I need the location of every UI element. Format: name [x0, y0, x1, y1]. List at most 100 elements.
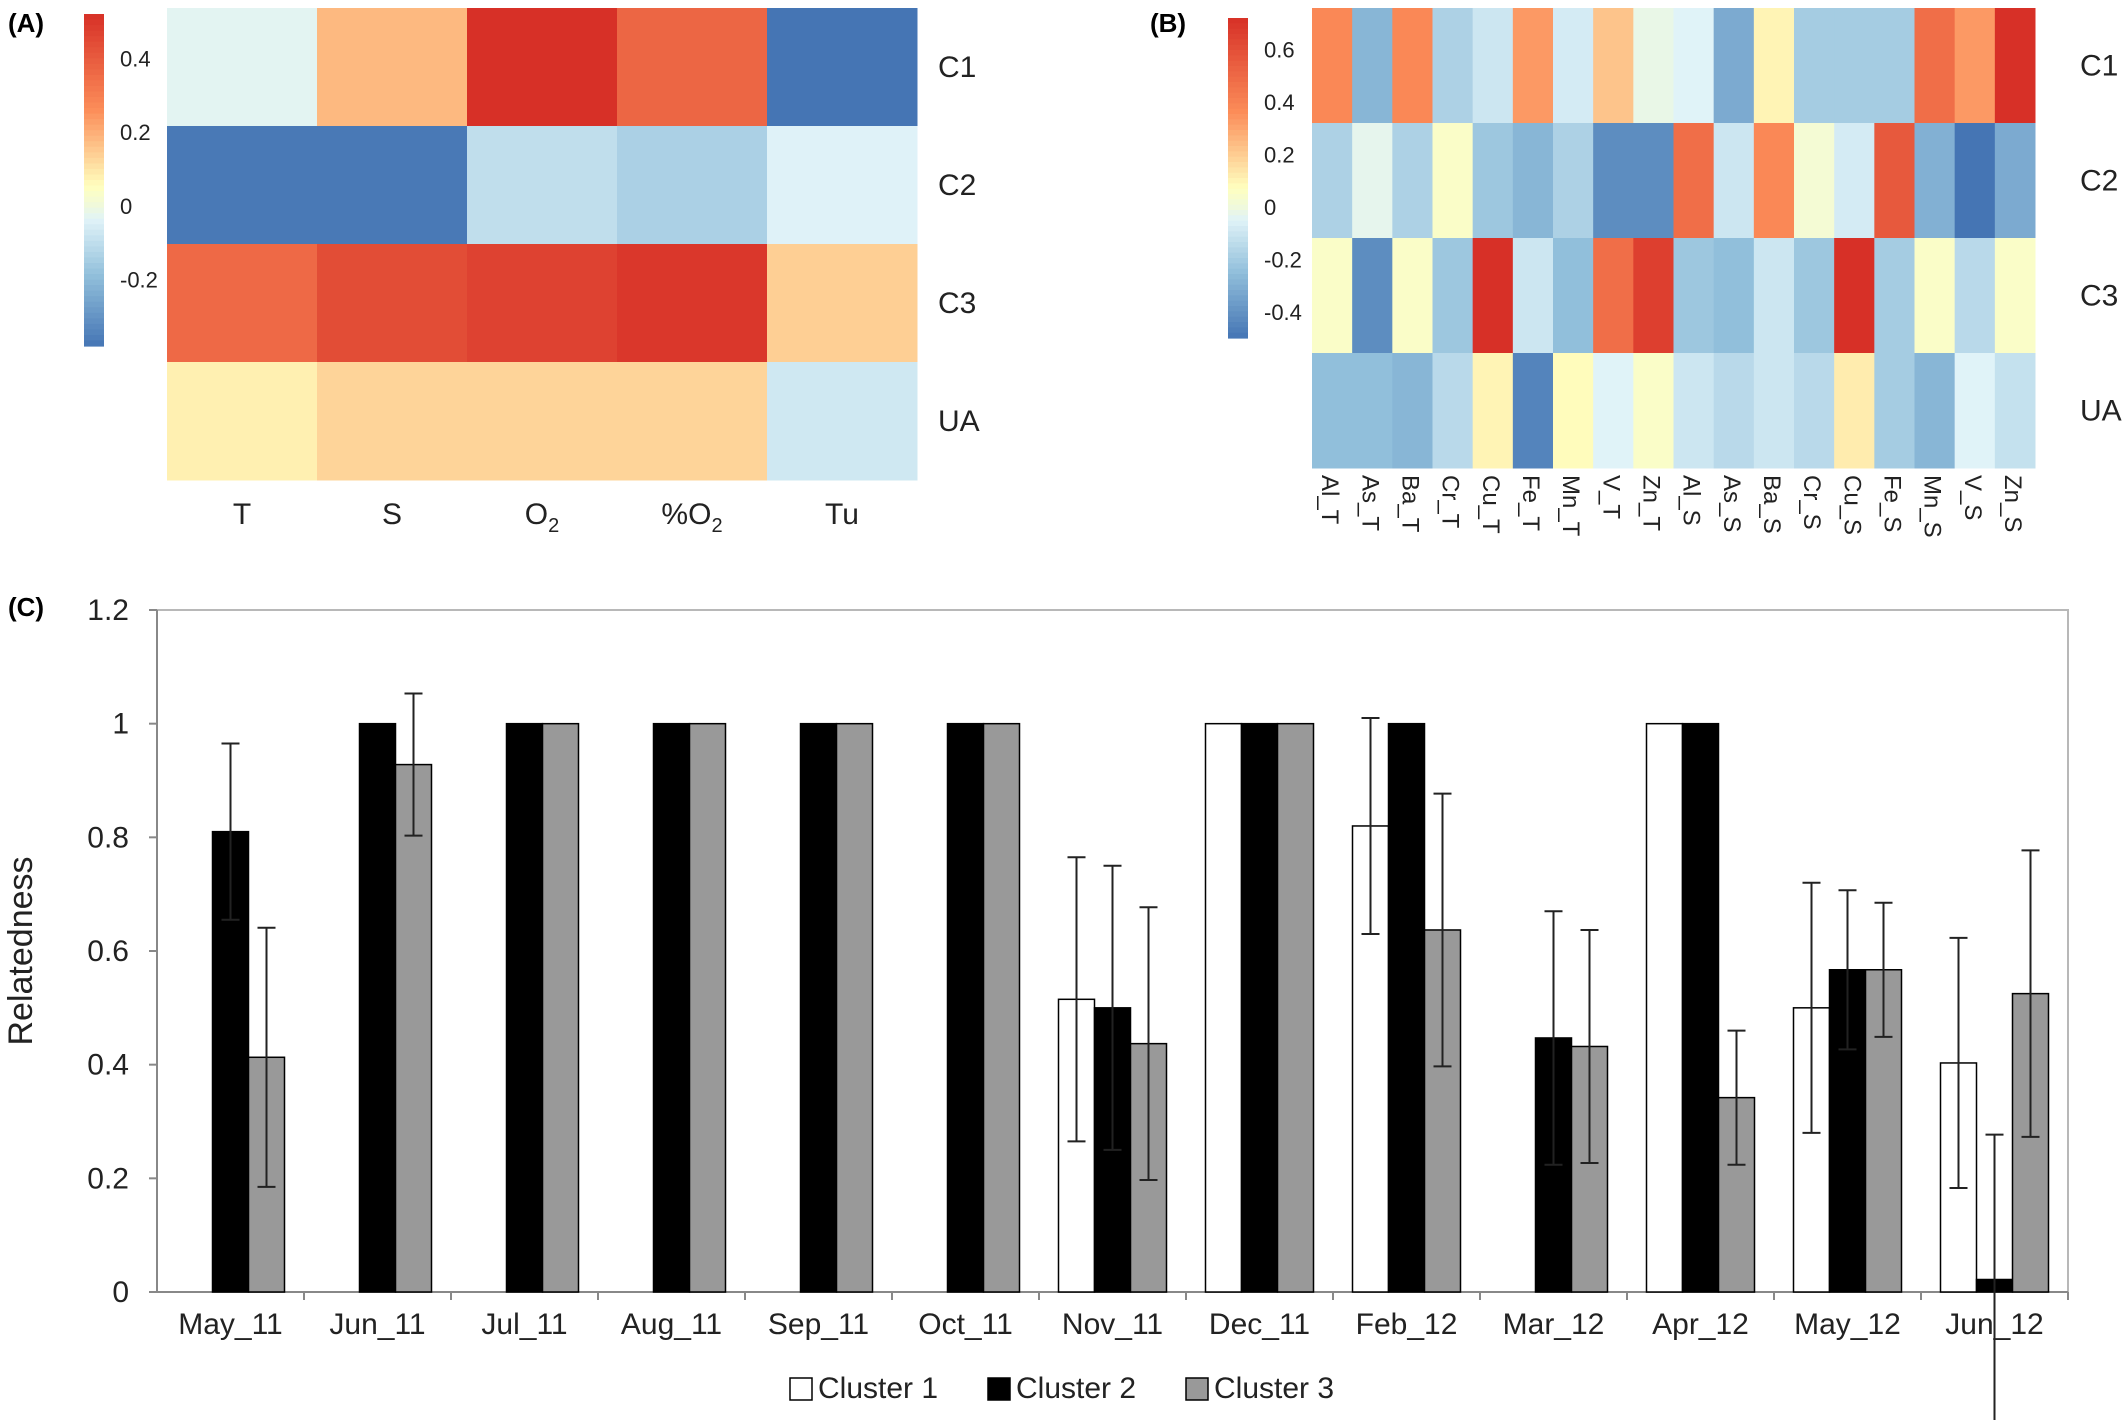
heatmap-a-colorbar-tick-label: 0.4: [120, 46, 151, 71]
heatmap-b-cell: [1794, 238, 1835, 354]
heatmap-b-colorbar-segment: [1228, 247, 1248, 254]
bar-cluster-3: [688, 722, 727, 1293]
heatmap-b-colorbar-segment: [1228, 44, 1248, 51]
heatmap-b-colorbar-segment: [1228, 263, 1248, 270]
heatmap-b-colorbar-segment: [1228, 226, 1248, 232]
heatmap-b-cell: [1593, 238, 1634, 354]
heatmap-b-column-label: Mn_S: [1919, 475, 1946, 538]
bar-cluster-2: [799, 722, 838, 1293]
heatmap-b-colorbar-segment: [1228, 204, 1248, 211]
heatmap-b-cell: [1954, 353, 1996, 469]
heatmap-b-cell: [1673, 353, 1715, 469]
heatmap-a-cell: [767, 126, 918, 245]
heatmap-b-cell: [1352, 353, 1393, 469]
heatmap-b-column-label: Mn_T: [1557, 475, 1584, 537]
heatmap-a-cell: [317, 244, 468, 363]
heatmap-a-colorbar-segment: [84, 25, 104, 32]
heatmap-a-colorbar-segment: [84, 218, 104, 225]
heatmap-a-column-label: Tu: [825, 498, 859, 531]
heatmap-b: C1 C2 C3 UA Al_T As_T Ba_T Cr_T Cu_T Fe_T Mn_T V_T Z…: [1228, 8, 2122, 538]
heatmap-a-cell: [167, 126, 318, 245]
heatmap-b-cell: [1673, 8, 1715, 124]
x-tick-label: Feb_12: [1356, 1308, 1458, 1341]
heatmap-a-colorbar-tick-label: 0: [120, 194, 132, 219]
heatmap-b-cell: [1392, 353, 1433, 469]
heatmap-b-cell: [1713, 8, 1755, 124]
heatmap-a-colorbar-segment: [84, 207, 104, 214]
heatmap-b-cell: [1954, 238, 1996, 354]
heatmap-b-cell: [1432, 8, 1474, 124]
y-tick-label: 0.2: [87, 1162, 129, 1195]
heatmap-a-colorbar-segment: [84, 318, 104, 325]
heatmap-b-cell: [1553, 238, 1594, 354]
heatmap-b-cell: [1874, 353, 1915, 469]
heatmap-a-colorbar-segment: [84, 146, 104, 153]
panel-b-label: (B): [1150, 8, 1187, 38]
bar-cluster-2: [1681, 722, 1720, 1293]
x-tick-label: Apr_12: [1652, 1308, 1749, 1341]
heatmap-a-row-label: C1: [938, 51, 976, 84]
heatmap-b-cell: [1352, 238, 1393, 354]
heatmap-b-colorbar-segment: [1228, 220, 1248, 227]
heatmap-a-colorbar-segment: [84, 268, 104, 275]
heatmap-a-colorbar-segment: [84, 301, 104, 308]
heatmap-a-cell: [317, 362, 468, 481]
heatmap-b-column-label: Al_T: [1316, 475, 1343, 525]
heatmap-b-colorbar-segment: [1228, 76, 1248, 83]
heatmap-a-colorbar-segment: [84, 235, 104, 242]
heatmap-b-cell: [1713, 123, 1755, 239]
heatmap-a-colorbar-segment: [84, 174, 104, 181]
heatmap-b-cell: [1874, 8, 1915, 124]
heatmap-a-colorbar-segment: [84, 185, 104, 192]
y-tick-label: 1.2: [87, 594, 129, 627]
heatmap-b-cell: [1512, 353, 1554, 469]
heatmap-b-cell: [1874, 238, 1915, 354]
heatmap-b-column-label: As_T: [1356, 475, 1383, 531]
heatmap-a-cell: [167, 362, 318, 481]
heatmap-b-cell: [1914, 8, 1956, 124]
heatmap-a-row-label: C3: [938, 287, 976, 320]
heatmap-a-column-label: T: [233, 498, 251, 531]
heatmap-a-colorbar-segment: [84, 36, 104, 43]
y-tick-label: 0.8: [87, 821, 129, 854]
heatmap-a-cell: [617, 8, 768, 127]
heatmap-b-colorbar-segment: [1228, 268, 1248, 275]
bar-cluster-2: [505, 722, 544, 1293]
heatmap-a-colorbar-segment: [84, 74, 104, 81]
heatmap-a-cell: [467, 126, 618, 245]
heatmap-a-colorbar-segment: [84, 334, 104, 342]
legend-label: Cluster 1: [818, 1372, 938, 1405]
heatmap-b-colorbar-segment: [1228, 210, 1248, 216]
heatmap-a-cell: [617, 362, 768, 481]
heatmap-a-colorbar-segment: [84, 63, 104, 70]
heatmap-b-column-label: Cu_T: [1477, 475, 1504, 534]
heatmap-b-cell: [1392, 8, 1433, 124]
heatmap-b-cell: [1794, 123, 1835, 239]
panel-a-label: (A): [8, 8, 45, 38]
heatmap-a-colorbar-segment: [84, 30, 104, 37]
x-tick-label: Nov_11: [1062, 1308, 1163, 1341]
bar-cluster-1: [1204, 722, 1243, 1293]
heatmap-b-column-label: As_S: [1718, 475, 1745, 532]
heatmap-b-column-label: Zn_S: [1999, 475, 2026, 532]
heatmap-b-colorbar-segment: [1228, 194, 1248, 200]
heatmap-a-colorbar-segment: [84, 274, 104, 281]
legend-swatch: [789, 1377, 813, 1401]
heatmap-a-colorbar-segment: [84, 196, 104, 203]
heatmap-b-cell: [1874, 123, 1915, 239]
panel-c-label: (C): [8, 592, 45, 622]
heatmap-b-colorbar-segment: [1228, 300, 1248, 307]
heatmap-b-cell: [1954, 8, 1996, 124]
heatmap-b-cell: [1312, 8, 1353, 124]
heatmap-a-cell: [767, 362, 918, 481]
heatmap-b-cell: [1794, 353, 1835, 469]
heatmap-b-cell: [1593, 8, 1634, 124]
heatmap-a: C1 C2 C3 UA T S O2 %O2 Tu -0.2 0 0.2 0.4: [84, 8, 980, 537]
bar-cluster-2: [1387, 722, 1426, 1293]
heatmap-b-colorbar-segment: [1228, 231, 1248, 238]
heatmap-b-cell: [1954, 123, 1996, 239]
x-tick-label: Oct_11: [918, 1308, 1013, 1341]
heatmap-b-cell: [1834, 123, 1875, 239]
heatmap-b-cell: [1834, 8, 1875, 124]
heatmap-b-cell: [1312, 238, 1353, 354]
